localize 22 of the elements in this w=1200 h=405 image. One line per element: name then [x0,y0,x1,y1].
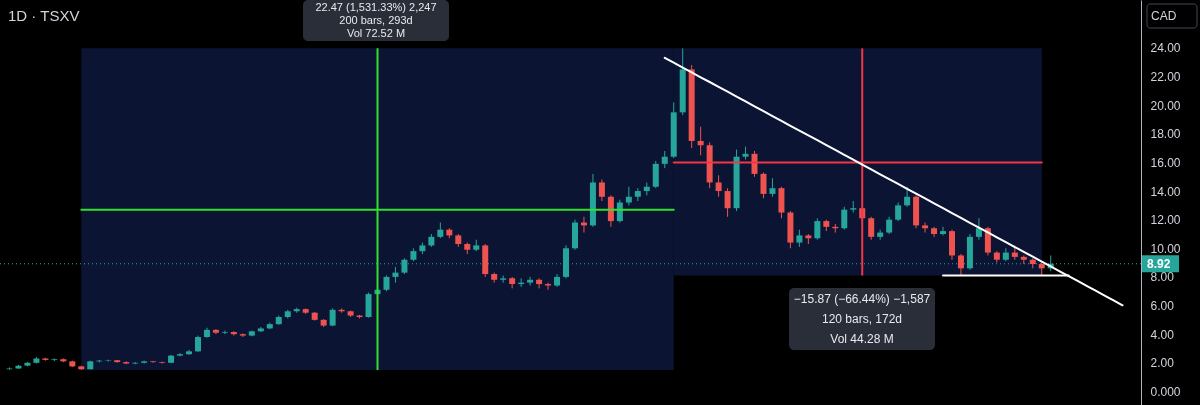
y-tick-label: 2.00 [1150,356,1175,371]
y-tick-label: 12.00 [1150,213,1181,228]
annotation: Vol 72.52 M [346,26,406,39]
y-tick-label: 22.00 [1150,70,1181,85]
y-tick-label: 0.000 [1150,384,1181,399]
y-tick-label: 20.00 [1150,98,1181,113]
ref-line-label: 8.92 [1147,256,1171,271]
y-tick-label: 14.00 [1150,184,1181,199]
annotation: Vol 44.28 M [830,332,894,346]
chart-title: 1D · TSXV [8,7,80,24]
y-tick-label: 8.00 [1150,270,1175,285]
annotation: 200 bars, 293d [339,13,413,26]
y-tick-label: 24.00 [1150,41,1181,56]
y-tick-label: 10.00 [1150,241,1181,256]
y-tick-label: 16.00 [1150,155,1181,170]
y-tick-label: 6.00 [1150,299,1175,314]
annotation: 120 bars, 172d [821,312,903,326]
annotation: −15.87 (−66.44%) −1,587 [793,292,931,306]
y-axis-title: CAD [1151,9,1177,23]
y-tick-label: 18.00 [1150,127,1181,142]
y-tick-label: 4.00 [1150,327,1175,342]
annotation: 22.47 (1,531.33%) 2,247 [315,0,437,13]
